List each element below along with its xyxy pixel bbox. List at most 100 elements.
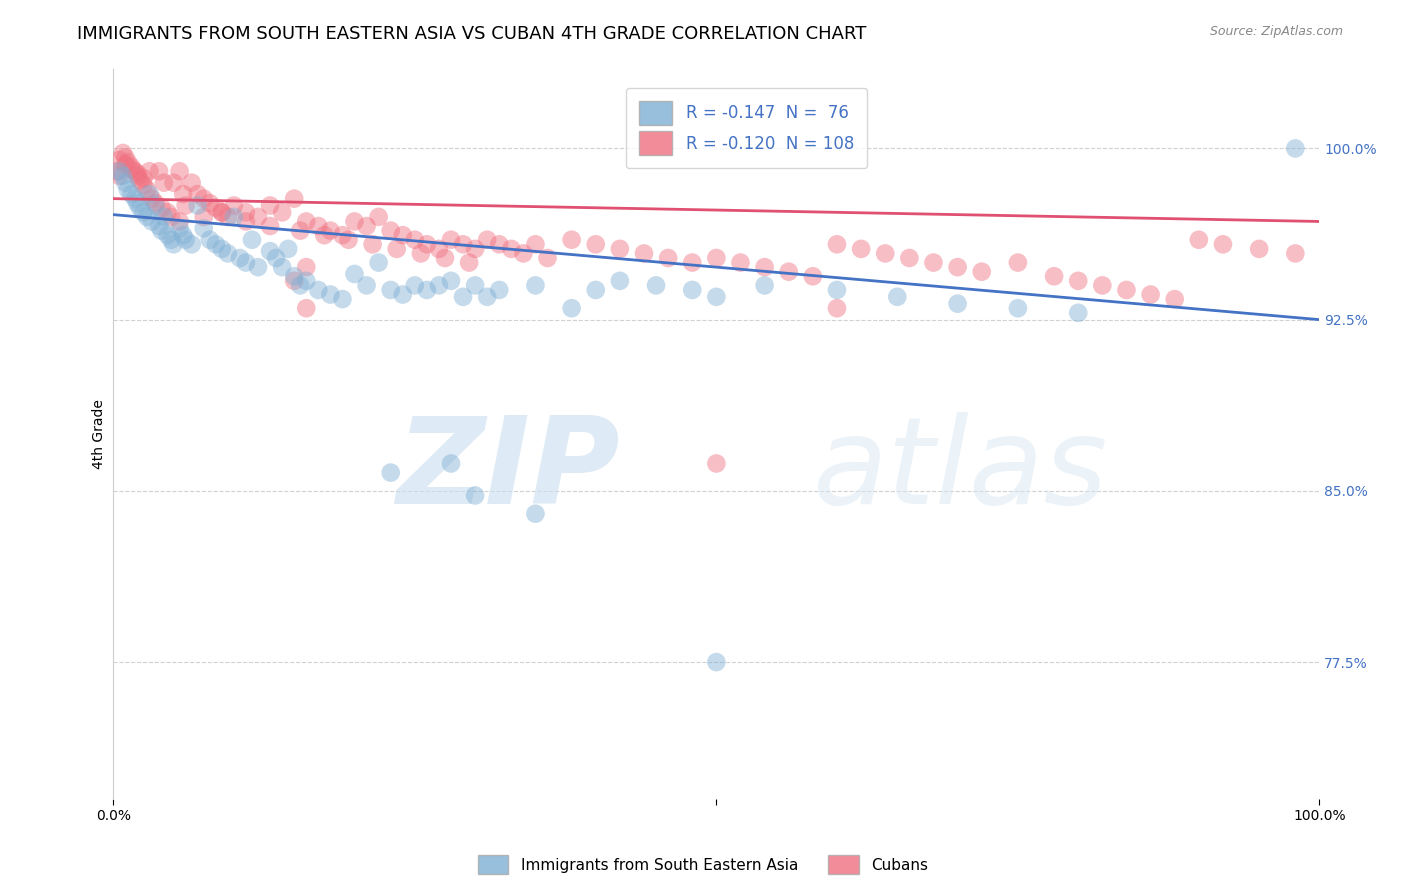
Point <box>132 205 155 219</box>
Point <box>451 237 474 252</box>
Point <box>222 198 245 212</box>
Point <box>524 237 547 252</box>
Point <box>240 233 263 247</box>
Point <box>180 176 202 190</box>
Point <box>416 237 439 252</box>
Point <box>211 242 233 256</box>
Point <box>295 274 318 288</box>
Point <box>801 269 824 284</box>
Legend: Immigrants from South Eastern Asia, Cubans: Immigrants from South Eastern Asia, Cuba… <box>471 849 935 880</box>
Point <box>730 255 752 269</box>
Point <box>295 260 318 274</box>
Point <box>1007 301 1029 316</box>
Point <box>229 251 252 265</box>
Point <box>1212 237 1234 252</box>
Point <box>332 292 354 306</box>
Point <box>1007 255 1029 269</box>
Point <box>162 237 184 252</box>
Point <box>307 283 329 297</box>
Point <box>193 210 215 224</box>
Point <box>138 187 160 202</box>
Point <box>319 224 342 238</box>
Point <box>283 269 305 284</box>
Point <box>464 488 486 502</box>
Point <box>1115 283 1137 297</box>
Point <box>433 251 456 265</box>
Point <box>120 187 142 202</box>
Point <box>277 242 299 256</box>
Point <box>127 196 149 211</box>
Point <box>264 251 287 265</box>
Point <box>314 228 336 243</box>
Point <box>187 187 209 202</box>
Point <box>391 287 413 301</box>
Text: IMMIGRANTS FROM SOUTH EASTERN ASIA VS CUBAN 4TH GRADE CORRELATION CHART: IMMIGRANTS FROM SOUTH EASTERN ASIA VS CU… <box>77 25 866 43</box>
Point <box>217 210 239 224</box>
Point <box>1067 274 1090 288</box>
Point <box>156 228 179 243</box>
Point <box>1284 246 1306 260</box>
Point <box>946 296 969 310</box>
Point <box>127 169 149 183</box>
Text: ZIP: ZIP <box>396 412 620 529</box>
Point <box>946 260 969 274</box>
Point <box>361 237 384 252</box>
Point <box>451 290 474 304</box>
Point <box>337 233 360 247</box>
Point <box>898 251 921 265</box>
Point <box>174 233 197 247</box>
Point <box>849 242 872 256</box>
Point <box>136 210 159 224</box>
Point <box>585 237 607 252</box>
Point <box>156 205 179 219</box>
Point <box>198 196 221 211</box>
Point <box>283 192 305 206</box>
Point <box>524 278 547 293</box>
Point <box>247 210 270 224</box>
Point <box>609 274 631 288</box>
Point <box>174 198 197 212</box>
Point <box>970 265 993 279</box>
Point <box>416 283 439 297</box>
Point <box>922 255 945 269</box>
Point <box>120 160 142 174</box>
Point <box>150 201 173 215</box>
Point <box>464 242 486 256</box>
Point <box>108 169 131 183</box>
Point <box>886 290 908 304</box>
Point <box>681 283 703 297</box>
Point <box>132 171 155 186</box>
Point <box>307 219 329 233</box>
Point <box>117 155 139 169</box>
Point <box>754 278 776 293</box>
Point <box>145 196 167 211</box>
Point <box>259 219 281 233</box>
Point <box>512 246 534 260</box>
Point <box>162 176 184 190</box>
Point <box>380 466 402 480</box>
Point <box>108 153 131 167</box>
Point <box>187 198 209 212</box>
Point <box>217 246 239 260</box>
Point <box>1067 306 1090 320</box>
Legend: R = -0.147  N =  76, R = -0.120  N = 108: R = -0.147 N = 76, R = -0.120 N = 108 <box>626 87 868 169</box>
Point <box>283 274 305 288</box>
Point <box>609 242 631 256</box>
Y-axis label: 4th Grade: 4th Grade <box>93 399 107 468</box>
Point <box>477 290 499 304</box>
Point <box>193 221 215 235</box>
Point <box>561 233 583 247</box>
Point <box>117 182 139 196</box>
Point <box>681 255 703 269</box>
Point <box>875 246 897 260</box>
Point <box>477 233 499 247</box>
Point <box>825 237 848 252</box>
Point <box>488 283 510 297</box>
Point <box>141 192 163 206</box>
Point <box>754 260 776 274</box>
Point <box>148 164 170 178</box>
Point <box>124 192 146 206</box>
Point <box>169 221 191 235</box>
Point <box>271 205 294 219</box>
Point <box>1284 141 1306 155</box>
